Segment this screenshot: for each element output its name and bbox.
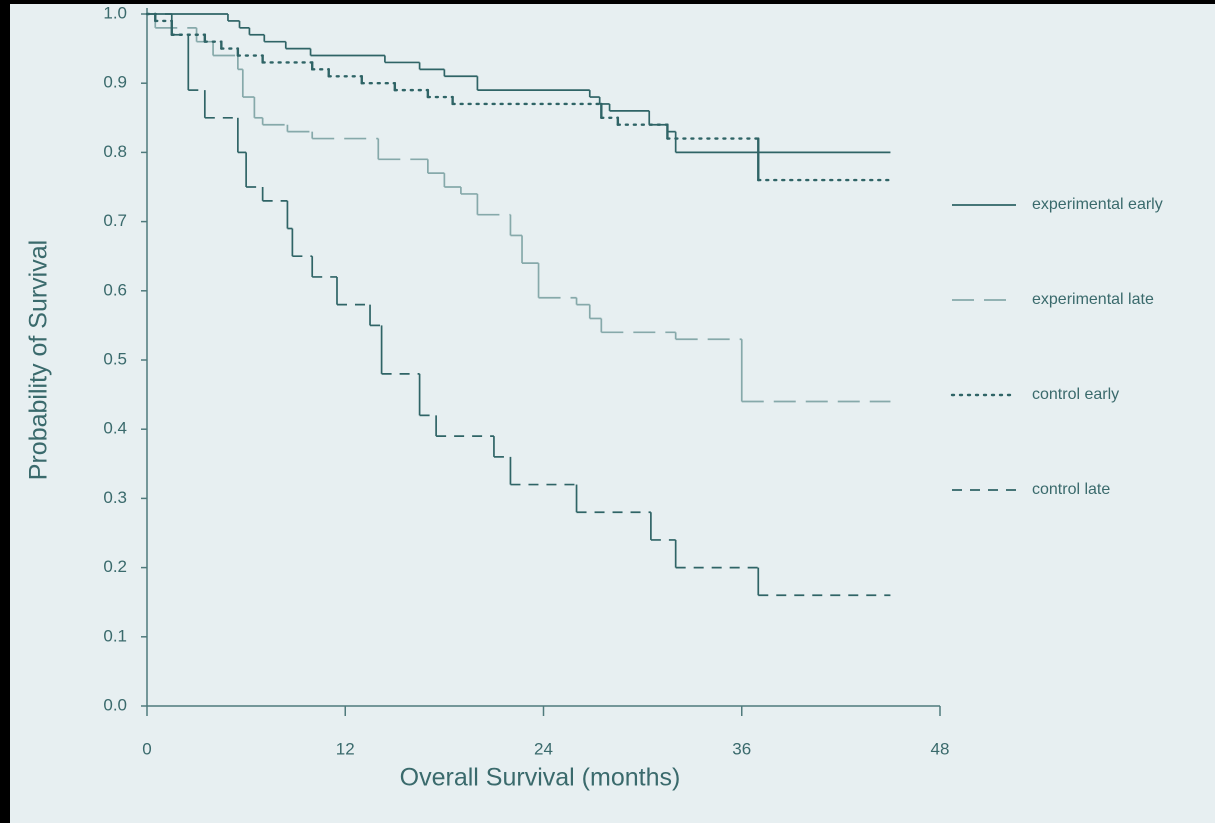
legend-label: experimental late [1032,291,1154,308]
x-tick-label: 36 [732,739,751,758]
y-tick-label: 0.6 [103,280,127,299]
x-tick-label: 0 [142,739,151,758]
x-tick-label: 12 [336,739,355,758]
y-tick-label: 0.3 [103,488,127,507]
chart-background [10,4,1215,823]
y-tick-label: 0.4 [103,419,127,438]
y-tick-label: 0.0 [103,695,127,714]
legend-label: experimental early [1032,196,1163,213]
y-tick-label: 0.9 [103,73,127,92]
x-axis-title: Overall Survival (months) [400,764,681,792]
legend-label: control early [1032,386,1119,403]
y-axis-title: Probability of Survival [25,240,53,480]
legend-label: control late [1032,481,1110,498]
y-tick-label: 0.8 [103,142,127,161]
x-tick-label: 48 [931,739,950,758]
y-tick-label: 0.1 [103,626,127,645]
y-tick-label: 1.0 [103,3,127,22]
y-tick-label: 0.2 [103,557,127,576]
x-tick-label: 24 [534,739,553,758]
y-tick-label: 0.7 [103,211,127,230]
y-tick-label: 0.5 [103,349,127,368]
